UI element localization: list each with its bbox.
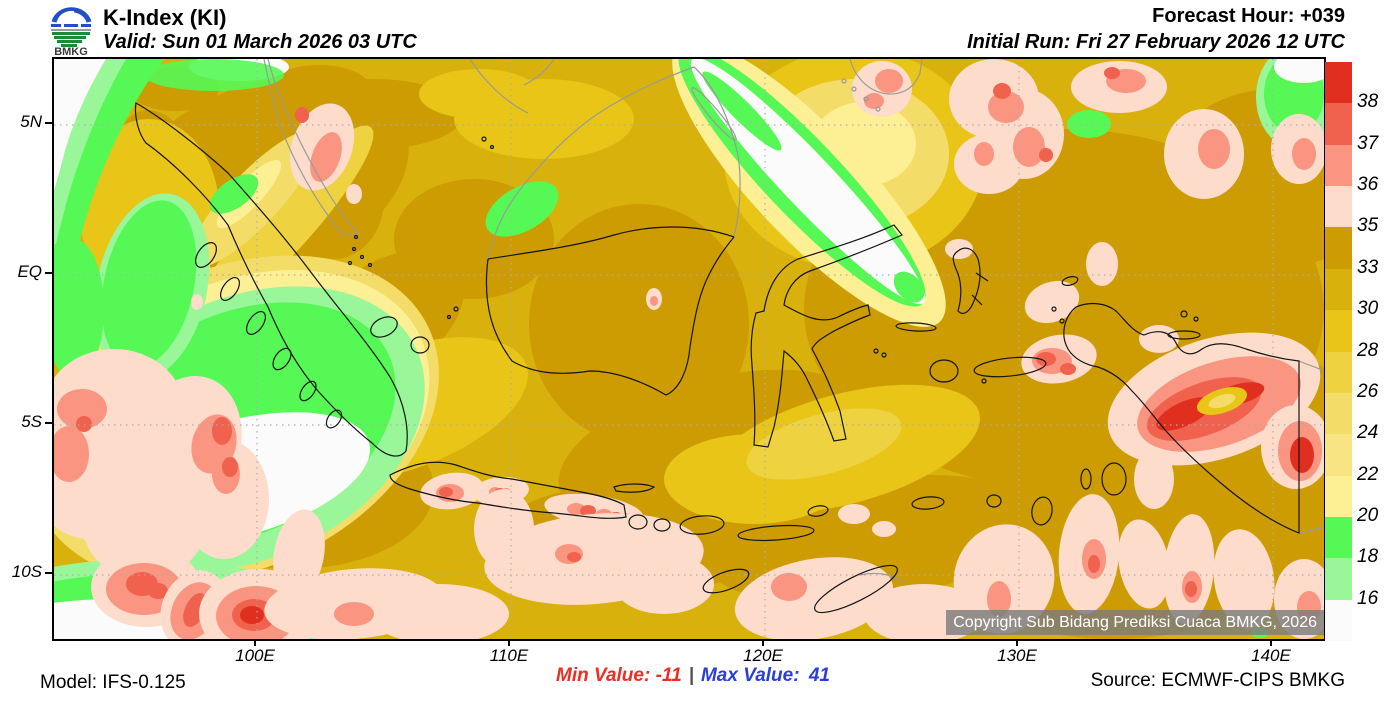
colorbar-segment [1325,434,1352,476]
indonesia-coastlines [134,102,1300,614]
minmax-line: Min Value: -11 | Max Value: 41 [556,665,830,687]
map-canvas: Copyright Sub Bidang Prediksi Cuaca BMKG… [52,57,1326,641]
lon-tick-mark [1270,639,1272,646]
colorbar-segment [1325,103,1352,145]
lat-tick-label: 10S [11,562,42,581]
max-value: 41 [808,665,830,686]
colorbar-segment [1325,227,1352,269]
copyright-notice: Copyright Sub Bidang Prediksi Cuaca BMKG… [946,610,1324,635]
lat-tick-label: 5S [21,412,42,431]
lat-tick-mark [45,272,52,274]
bmkg-logo-icon: BMKG [51,7,92,58]
max-value-label: Max Value: [700,665,800,686]
green-white-regions [54,59,1324,639]
bmkg-logo-text: BMKG [54,46,88,56]
lon-tick-label: 110E [489,646,529,665]
valid-time-label: Valid: Sun 01 March 2026 03 UTC [103,31,417,53]
colorbar-tick-label: 16 [1357,587,1379,609]
initial-run-label: Initial Run: Fri 27 February 2026 12 UTC [967,31,1345,53]
colorbar [1325,62,1352,642]
min-value-label: Min Value: [556,665,651,686]
colorbar-segment [1325,186,1352,228]
lon-tick-mark [254,639,256,646]
colorbar-segment [1325,62,1352,104]
colorbar-tick-label: 35 [1357,215,1379,237]
colorbar-segment [1325,475,1352,517]
graticule-grid [54,59,1324,639]
bmkg-logo: BMKG [44,1,98,58]
lon-tick-mark [762,639,764,646]
colorbar-segment [1325,599,1352,642]
page-title: K-Index (KI) [103,5,227,30]
lon-tick-label: 120E [743,646,783,665]
lat-tick-label: 5N [20,112,42,131]
foreign-coastlines [263,59,1324,584]
kindex-field-map [54,59,1324,639]
colorbar-tick-label: 38 [1357,91,1379,113]
colorbar-tick-label: 33 [1357,256,1379,278]
pink-red-regions [54,59,1324,639]
colorbar-segment [1325,558,1352,600]
max-value-group: Max Value: 41 [701,665,830,687]
forecast-hour-label: Forecast Hour: +039 [1152,5,1345,27]
colorbar-segment [1325,310,1352,352]
lon-tick-mark [1016,639,1018,646]
colorbar-tick-label: 20 [1357,504,1379,526]
colorbar-segment [1325,516,1352,559]
model-label: Model: IFS-0.125 [40,672,186,693]
lat-tick-mark [45,122,52,124]
source-label: Source: ECMWF-CIPS BMKG [1090,670,1345,691]
minmax-separator: | [688,665,694,686]
colorbar-tick-label: 36 [1357,174,1379,196]
lon-tick-label: 140E [1251,646,1291,665]
colorbar-segment [1325,351,1352,393]
colorbar-tick-label: 26 [1357,380,1379,402]
lat-tick-label: EQ [17,262,42,281]
colorbar-segment [1325,392,1352,435]
lon-tick-label: 130E [997,646,1037,665]
colorbar-tick-label: 22 [1357,463,1379,485]
lat-tick-mark [45,572,52,574]
colorbar-segment [1325,268,1352,311]
lon-tick-label: 100E [235,646,275,665]
colorbar-segment [1325,144,1352,187]
lon-tick-mark [508,639,510,646]
min-value-group: Min Value: -11 [556,665,682,687]
colorbar-tick-label: 18 [1357,546,1379,568]
colorbar-tick-label: 24 [1357,422,1379,444]
min-value: -11 [655,665,682,686]
colorbar-tick-label: 30 [1357,298,1379,320]
colorbar-tick-label: 37 [1357,132,1379,154]
lat-tick-mark [45,422,52,424]
colorbar-tick-label: 28 [1357,339,1379,361]
